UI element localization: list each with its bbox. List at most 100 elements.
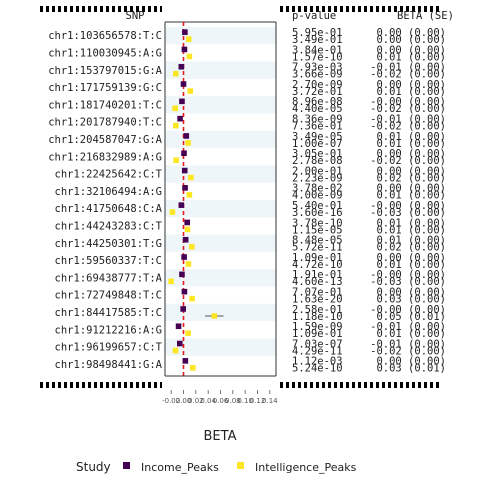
row-stripe bbox=[165, 61, 276, 79]
pvalue-text: 5.40e-01 bbox=[292, 200, 343, 212]
beta-se-text: 0.01 (0.00) bbox=[376, 86, 446, 98]
beta-se-text: -0.02 (0.00) bbox=[370, 103, 446, 115]
snp-label: chr1:32106494:A:G bbox=[55, 186, 162, 198]
legend-swatch-income bbox=[123, 462, 130, 469]
pvalue-text: 3.60e-16 bbox=[292, 207, 343, 219]
income-point bbox=[179, 271, 185, 278]
beta-se-text: -0.01 (0.00) bbox=[370, 338, 446, 350]
intelligence-point bbox=[189, 243, 195, 250]
income-point bbox=[182, 29, 188, 35]
pvalue-text: 7.36e-01 bbox=[292, 120, 343, 132]
beta-se-text: 0.01 (0.00) bbox=[376, 328, 446, 340]
income-point bbox=[177, 340, 183, 347]
income-point bbox=[183, 133, 190, 139]
pvalue-text: 1.63e-20 bbox=[292, 293, 343, 305]
pvalue-text: 8.36e-09 bbox=[292, 113, 343, 125]
beta-se-text: 0.00 (0.00) bbox=[376, 34, 446, 46]
snp-label: chr1:96199657:C:T bbox=[55, 342, 163, 354]
beta-se-text: 0.01 (0.00) bbox=[376, 259, 446, 271]
beta-se-text: 0.00 (0.00) bbox=[376, 44, 446, 56]
row-stripe bbox=[165, 27, 276, 45]
pvalue-text: 2.78e-08 bbox=[292, 155, 343, 167]
beta-se-text: 0.03 (0.01) bbox=[376, 363, 446, 375]
pvalue-text: 3.66e-09 bbox=[292, 69, 343, 81]
snp-column-header: SNP bbox=[126, 10, 145, 22]
x-tick-label: 0.12 bbox=[250, 397, 266, 405]
intelligence-point bbox=[186, 53, 193, 60]
income-point bbox=[181, 150, 187, 157]
income-point bbox=[178, 63, 185, 70]
snp-label: chr1:44250301:T:G bbox=[55, 238, 162, 250]
beta-se-text: -0.03 (0.00) bbox=[370, 276, 446, 288]
x-tick-label: 0.14 bbox=[262, 397, 278, 405]
pvalue-column-header: p-value bbox=[292, 10, 336, 22]
pvalue-text: 5.95e-01 bbox=[292, 27, 343, 39]
beta-se-text: -0.01 (0.00) bbox=[370, 321, 446, 333]
intelligence-point bbox=[211, 313, 218, 319]
beta-se-text: -0.02 (0.00) bbox=[370, 120, 446, 132]
intelligence-point bbox=[168, 278, 174, 285]
snp-label: chr1:91212216:A:G bbox=[55, 324, 162, 336]
intelligence-point bbox=[172, 347, 179, 354]
pvalue-text: 1.00e-07 bbox=[292, 138, 343, 150]
pvalue-text: 4.60e-13 bbox=[292, 276, 343, 288]
beta-se-text: 0.00 (0.00) bbox=[376, 165, 446, 177]
row-stripe bbox=[165, 338, 276, 356]
snp-label: chr1:59560337:T:C bbox=[55, 255, 162, 267]
income-point bbox=[182, 358, 189, 364]
x-tick-label: 0.10 bbox=[237, 397, 253, 405]
pvalue-text: 1.57e-10 bbox=[292, 51, 343, 63]
pvalue-text: 3.05e-01 bbox=[292, 148, 343, 160]
snp-label: chr1:44243283:C:T bbox=[55, 220, 163, 232]
snp-label: chr1:181740201:T:C bbox=[48, 99, 162, 111]
intelligence-point bbox=[169, 209, 176, 215]
intelligence-point bbox=[185, 261, 192, 267]
row-stripe bbox=[165, 200, 276, 218]
income-point bbox=[177, 115, 183, 122]
income-point bbox=[181, 254, 187, 260]
intelligence-point bbox=[184, 226, 191, 233]
pvalue-text: 4.72e-10 bbox=[292, 259, 343, 271]
snp-label: chr1:22425642:C:T bbox=[55, 169, 163, 181]
x-tick-label: 0.02 bbox=[188, 397, 204, 405]
legend: Study Income_Peaks Intelligence_Peaks bbox=[76, 460, 357, 474]
intelligence-point bbox=[185, 330, 191, 337]
row-stripe bbox=[165, 269, 276, 287]
beta-se-text: -0.01 (0.00) bbox=[370, 62, 446, 74]
legend-swatch-intelligence bbox=[237, 462, 244, 469]
row-stripe bbox=[165, 165, 276, 183]
pvalue-text: 7.03e-07 bbox=[292, 338, 343, 350]
x-tick-label: 0.04 bbox=[200, 397, 216, 405]
pvalue-text: 2.70e-09 bbox=[292, 79, 343, 91]
beta-se-text: -0.00 (0.00) bbox=[370, 200, 446, 212]
pvalue-text: 5.72e-11 bbox=[292, 242, 343, 254]
pvalue-text: 1.09e-01 bbox=[292, 328, 343, 340]
income-point bbox=[181, 288, 188, 295]
pvalue-text: 1.15e-05 bbox=[292, 224, 343, 236]
beta-se-text: -0.02 (0.00) bbox=[370, 155, 446, 167]
x-tick-label: 0.08 bbox=[225, 397, 241, 405]
beta-se-text: -0.00 (0.00) bbox=[370, 304, 446, 316]
beta-se-text: 0.01 (0.00) bbox=[376, 51, 446, 63]
beta-se-text: 0.01 (0.00) bbox=[376, 224, 446, 236]
row-stripe bbox=[165, 303, 276, 322]
beta-se-text: -0.00 (0.00) bbox=[370, 96, 446, 108]
beta-se-text: 0.00 (0.00) bbox=[376, 356, 446, 368]
snp-label: chr1:201787940:T:C bbox=[48, 117, 162, 129]
legend-label-income: Income_Peaks bbox=[141, 461, 219, 474]
pvalue-text: 8.96e-08 bbox=[292, 96, 343, 108]
row-stripe bbox=[165, 234, 276, 252]
intelligence-point bbox=[172, 122, 179, 129]
x-tick-label: -0.02 bbox=[162, 397, 180, 405]
beta-se-text: 0.01 (0.00) bbox=[376, 235, 446, 247]
snp-label: chr1:41750648:C:A bbox=[55, 203, 163, 215]
pvalue-text: 3.78e-02 bbox=[292, 183, 343, 195]
intelligence-point bbox=[188, 174, 194, 181]
pvalue-text: 1.09e-01 bbox=[292, 252, 343, 264]
income-point bbox=[175, 323, 182, 330]
row-stripe bbox=[165, 96, 276, 114]
beta-se-text: 0.02 (0.00) bbox=[376, 242, 446, 254]
intelligence-point bbox=[172, 105, 178, 112]
pvalue-text: 8.48e-05 bbox=[292, 235, 343, 247]
intelligence-point bbox=[186, 192, 193, 198]
